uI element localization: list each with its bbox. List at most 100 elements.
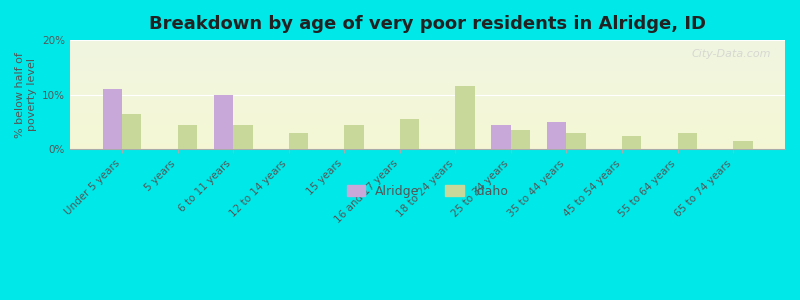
Bar — [70, 146, 785, 147]
Bar — [70, 44, 785, 46]
Bar — [70, 143, 785, 144]
Bar — [70, 51, 785, 52]
Bar — [70, 132, 785, 133]
Bar — [70, 73, 785, 74]
Bar — [70, 106, 785, 107]
Bar — [233, 125, 253, 149]
Bar — [70, 63, 785, 64]
Bar — [70, 90, 785, 92]
Bar — [70, 75, 785, 76]
Bar — [70, 122, 785, 123]
Bar — [70, 120, 785, 121]
Bar — [70, 58, 785, 59]
Bar — [70, 121, 785, 122]
Bar — [70, 72, 785, 73]
Bar — [70, 84, 785, 85]
Y-axis label: % below half of
poverty level: % below half of poverty level — [15, 52, 37, 138]
Bar — [70, 100, 785, 101]
Bar — [70, 128, 785, 130]
Bar — [344, 125, 364, 149]
Text: City-Data.com: City-Data.com — [691, 49, 770, 59]
Bar — [70, 140, 785, 142]
Bar — [70, 83, 785, 84]
Bar — [70, 89, 785, 90]
Bar — [70, 95, 785, 96]
Bar — [70, 101, 785, 102]
Bar — [70, 60, 785, 61]
Bar — [102, 89, 122, 149]
Bar — [70, 102, 785, 104]
Bar — [70, 110, 785, 111]
Bar — [70, 108, 785, 109]
Bar — [70, 147, 785, 148]
Bar — [733, 141, 753, 149]
Bar — [70, 113, 785, 114]
Bar — [70, 144, 785, 145]
Bar — [70, 103, 785, 104]
Bar — [70, 116, 785, 118]
Bar — [70, 145, 785, 146]
Bar — [70, 64, 785, 65]
Bar — [70, 130, 785, 131]
Bar — [70, 74, 785, 75]
Bar — [122, 114, 142, 149]
Bar — [70, 96, 785, 97]
Bar — [70, 138, 785, 140]
Bar — [70, 98, 785, 99]
Bar — [70, 112, 785, 113]
Bar — [70, 94, 785, 95]
Bar — [70, 134, 785, 135]
Bar — [178, 125, 197, 149]
Bar — [70, 111, 785, 112]
Bar — [70, 114, 785, 116]
Bar — [70, 40, 785, 41]
Bar — [70, 123, 785, 124]
Bar — [70, 135, 785, 136]
Bar — [70, 78, 785, 80]
Title: Breakdown by age of very poor residents in Alridge, ID: Breakdown by age of very poor residents … — [149, 15, 706, 33]
Bar — [70, 54, 785, 56]
Bar — [678, 133, 697, 149]
Bar — [70, 82, 785, 83]
Bar — [70, 48, 785, 49]
Bar — [70, 148, 785, 149]
Bar — [70, 50, 785, 51]
Bar — [511, 130, 530, 149]
Bar — [70, 133, 785, 134]
Bar — [491, 125, 511, 149]
Bar — [70, 70, 785, 71]
Legend: Alridge, Idaho: Alridge, Idaho — [342, 180, 514, 203]
Bar — [70, 77, 785, 78]
Bar — [70, 47, 785, 48]
Bar — [70, 53, 785, 54]
Bar — [70, 88, 785, 89]
Bar — [70, 97, 785, 98]
Bar — [566, 133, 586, 149]
Bar — [70, 109, 785, 110]
Bar — [70, 41, 785, 42]
Bar — [70, 65, 785, 66]
Bar — [70, 46, 785, 47]
Bar — [70, 61, 785, 62]
Bar — [289, 133, 308, 149]
Bar — [70, 137, 785, 138]
Bar — [70, 126, 785, 128]
Bar — [455, 86, 474, 149]
Bar — [70, 92, 785, 94]
Bar — [70, 76, 785, 77]
Bar — [70, 131, 785, 132]
Bar — [70, 80, 785, 82]
Bar — [70, 66, 785, 68]
Bar — [70, 107, 785, 108]
Bar — [70, 86, 785, 87]
Bar — [214, 95, 233, 149]
Bar — [70, 62, 785, 63]
Bar — [70, 125, 785, 126]
Bar — [622, 136, 642, 149]
Bar — [70, 68, 785, 70]
Bar — [547, 122, 566, 149]
Bar — [70, 104, 785, 106]
Bar — [70, 124, 785, 125]
Bar — [70, 142, 785, 143]
Bar — [70, 85, 785, 86]
